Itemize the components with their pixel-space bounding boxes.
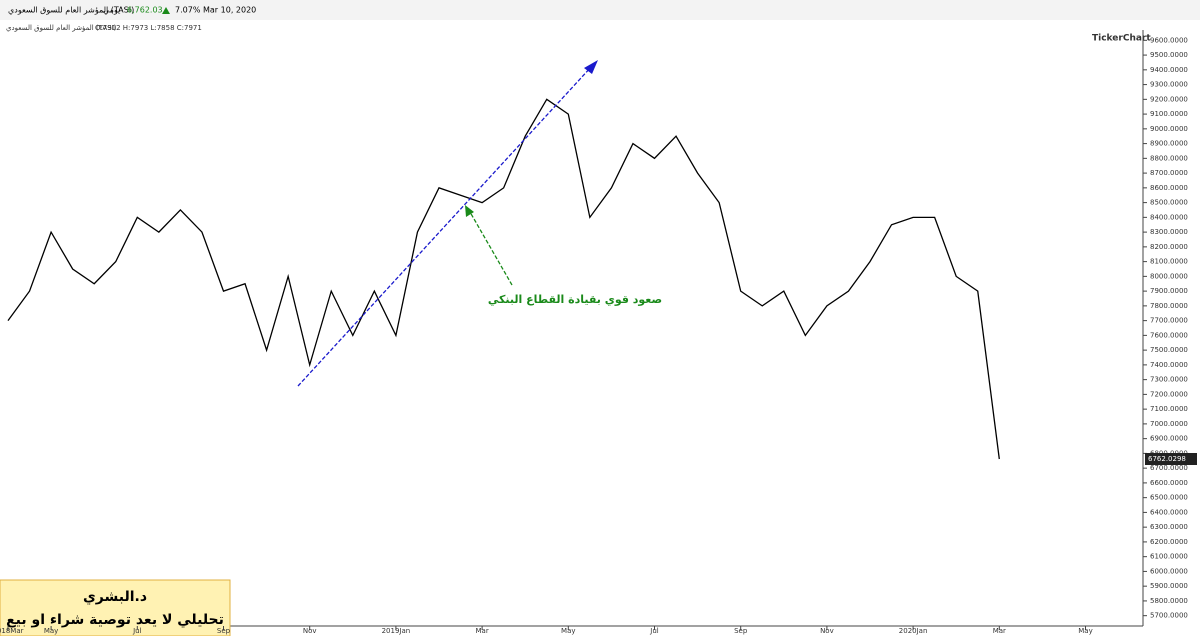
y-tick-label: 6000.0000 — [1150, 567, 1188, 575]
y-tick-label: 7600.0000 — [1150, 331, 1188, 339]
y-tick-label: 7100.0000 — [1150, 405, 1188, 413]
up-icon — [162, 7, 170, 14]
x-tick-label: 2018Mar — [0, 627, 24, 635]
date: Mar 10, 2020 — [203, 6, 256, 15]
trend-arrow — [297, 65, 593, 387]
y-tick-label: 7300.0000 — [1150, 376, 1188, 384]
last-price-label: 6762.0298 — [1148, 455, 1186, 463]
x-tick-label: 2020Jan — [899, 627, 928, 635]
y-tick-label: 7800.0000 — [1150, 302, 1188, 310]
y-tick-label: 6100.0000 — [1150, 553, 1188, 561]
note-arrow — [469, 211, 513, 286]
y-tick-label: 9500.0000 — [1150, 51, 1188, 59]
y-tick-label: 8800.0000 — [1150, 154, 1188, 162]
y-tick-label: 7000.0000 — [1150, 420, 1188, 428]
y-tick-label: 5800.0000 — [1150, 597, 1188, 605]
y-tick-label: 7900.0000 — [1150, 287, 1188, 295]
period: يومي — [103, 6, 120, 15]
y-tick-label: 8900.0000 — [1150, 140, 1188, 148]
ohlc-name: المؤشر العام للسوق السعودي (TASI) — [6, 24, 117, 32]
x-tick-label: Sep — [217, 627, 231, 635]
y-tick-label: 8200.0000 — [1150, 243, 1188, 251]
header-bar — [0, 0, 1200, 20]
y-tick-label: 6700.0000 — [1150, 464, 1188, 472]
y-tick-label: 9600.0000 — [1150, 36, 1188, 44]
y-tick-label: 8500.0000 — [1150, 199, 1188, 207]
y-tick-label: 8000.0000 — [1150, 272, 1188, 280]
price: 6,762.03 — [127, 6, 163, 15]
y-tick-label: 5900.0000 — [1150, 582, 1188, 590]
y-tick-label: 8400.0000 — [1150, 213, 1188, 221]
x-tick-label: May — [44, 627, 58, 635]
x-tick-label: Nov — [303, 627, 317, 635]
y-tick-label: 6600.0000 — [1150, 479, 1188, 487]
y-tick-label: 6200.0000 — [1150, 538, 1188, 546]
x-tick-label: Jul — [649, 627, 659, 635]
x-tick-label: 2019Jan — [382, 627, 411, 635]
y-tick-label: 8700.0000 — [1150, 169, 1188, 177]
brand: TickerChart — [1092, 34, 1151, 44]
y-tick-label: 9400.0000 — [1150, 66, 1188, 74]
x-tick-label: Nov — [820, 627, 834, 635]
trend-arrow-head — [584, 60, 598, 74]
last-price-box — [1145, 453, 1197, 466]
symbol: المؤشر العام للسوق السعودي (TASI) — [8, 6, 134, 15]
y-tick-label: 5700.0000 — [1150, 612, 1188, 620]
price-line — [7, 98, 1000, 460]
y-tick-label: 9000.0000 — [1150, 125, 1188, 133]
author: د.البشري — [83, 589, 147, 606]
x-tick-label: Jul — [132, 627, 142, 635]
y-tick-label: 8300.0000 — [1150, 228, 1188, 236]
change: 7.07% — [175, 6, 201, 15]
y-tick-label: 7500.0000 — [1150, 346, 1188, 354]
y-tick-label: 6400.0000 — [1150, 508, 1188, 516]
ohlc: O:7912 H:7973 L:7858 C:7971 — [95, 24, 202, 32]
x-tick-label: Mar — [993, 627, 1006, 635]
y-tick-label: 7200.0000 — [1150, 390, 1188, 398]
y-tick-label: 9200.0000 — [1150, 95, 1188, 103]
y-tick-label: 6900.0000 — [1150, 435, 1188, 443]
y-tick-label: 8100.0000 — [1150, 258, 1188, 266]
note-arrow-head — [465, 205, 474, 217]
y-tick-label: 9100.0000 — [1150, 110, 1188, 118]
x-tick-label: May — [561, 627, 575, 635]
y-tick-label: 9300.0000 — [1150, 81, 1188, 89]
y-tick-label: 7700.0000 — [1150, 317, 1188, 325]
x-tick-label: Sep — [734, 627, 748, 635]
y-tick-label: 6500.0000 — [1150, 494, 1188, 502]
x-tick-label: May — [1078, 627, 1092, 635]
disclaimer: تحليلي لا يعد توصية شراء او بيع — [6, 612, 224, 628]
y-tick-label: 7400.0000 — [1150, 361, 1188, 369]
y-tick-label: 6300.0000 — [1150, 523, 1188, 531]
x-tick-label: Mar — [475, 627, 488, 635]
y-tick-label: 8600.0000 — [1150, 184, 1188, 192]
annotation: صعود قوي بقيادة القطاع البنكي — [488, 293, 662, 306]
